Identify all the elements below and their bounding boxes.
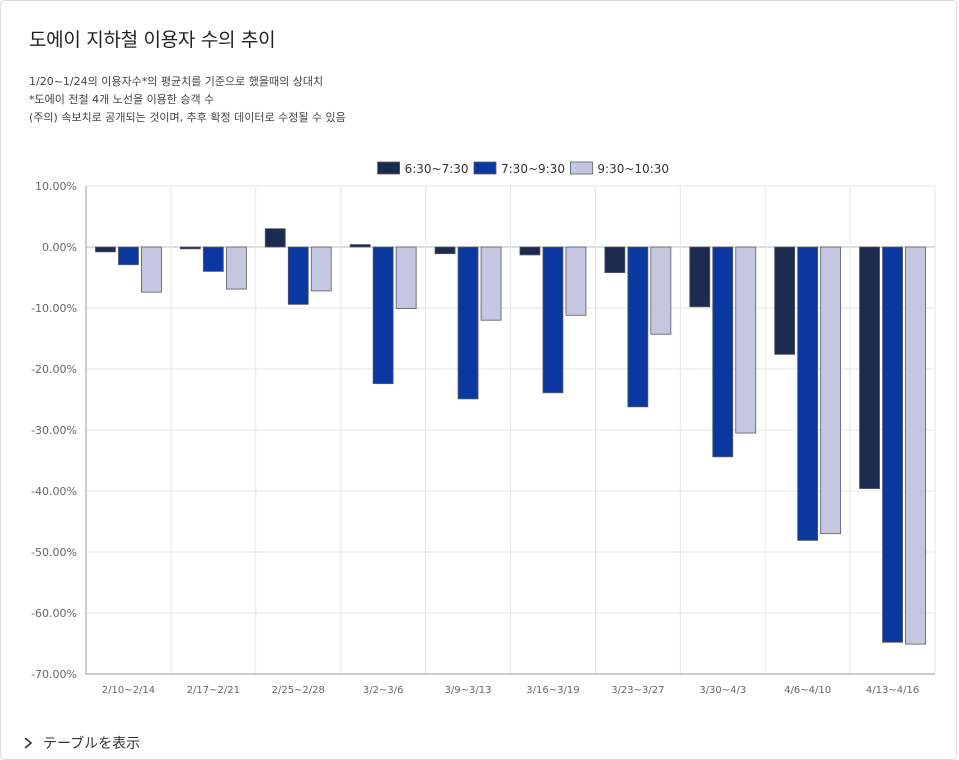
bar (627, 246, 649, 408)
bar (480, 246, 502, 321)
x-tick-label: 3/2~3/6 (363, 685, 404, 696)
bar (797, 246, 819, 541)
x-tick-label: 3/23~3/27 (611, 685, 664, 696)
bar (434, 246, 456, 255)
x-tick-label: 3/9~3/13 (445, 685, 492, 696)
bar (774, 246, 796, 355)
x-tick-label: 4/6~4/10 (784, 685, 831, 696)
chevron-right-icon (24, 737, 33, 749)
bar (141, 246, 162, 293)
bar (395, 246, 417, 310)
bar (95, 246, 116, 253)
chart-title: 도에이 지하철 이용자 수의 추이 (29, 29, 276, 51)
bar (689, 246, 711, 308)
note-line-3: (주의) 속보치로 공개되는 것이며, 추후 확정 데이터로 수정될 수 있음 (29, 111, 346, 124)
legend-swatch (570, 161, 593, 175)
chart-notes: 1/20~1/24의 이용자수*의 평균치를 기준으로 했을때의 상대치 *도에… (29, 73, 346, 127)
y-tick-label: -10.00% (31, 302, 77, 315)
bar (202, 246, 224, 272)
y-tick-label: 0.00% (42, 241, 77, 254)
legend-label: 9:30~10:30 (597, 162, 669, 176)
y-tick-label: -50.00% (31, 546, 77, 559)
bar (542, 246, 564, 394)
note-line-2: *도에이 전철 4개 노선을 이용한 승객 수 (29, 93, 215, 106)
bar (519, 246, 541, 256)
legend-swatch (473, 161, 497, 175)
bar (712, 246, 734, 458)
bar (179, 246, 201, 250)
note-line-1: 1/20~1/24의 이용자수*의 평균치를 기준으로 했을때의 상대치 (29, 75, 324, 88)
x-tick-label: 2/17~2/21 (187, 685, 240, 696)
bar (264, 228, 286, 248)
y-tick-label: -60.00% (31, 607, 77, 620)
bar (650, 246, 672, 335)
bar (225, 246, 247, 290)
bar (859, 246, 880, 489)
bar (882, 246, 903, 643)
legend-label: 6:30~7:30 (405, 162, 469, 176)
y-tick-label: -20.00% (31, 363, 77, 376)
legend-swatch (377, 161, 401, 175)
x-tick-label: 4/13~4/16 (866, 685, 919, 696)
bar (310, 246, 332, 292)
show-table-label: テーブルを表示 (43, 736, 141, 752)
bar (118, 246, 139, 266)
bar (287, 246, 309, 305)
y-tick-label: -40.00% (31, 485, 77, 498)
bar (349, 244, 371, 248)
x-tick-label: 2/25~2/28 (272, 685, 325, 696)
x-tick-label: 3/16~3/19 (526, 685, 579, 696)
bar (565, 246, 587, 316)
y-tick-label: 10.00% (35, 180, 77, 193)
legend-label: 7:30~9:30 (501, 162, 565, 176)
bar (457, 246, 479, 400)
bar (820, 246, 842, 535)
y-tick-label: -30.00% (31, 424, 77, 437)
show-table-toggle[interactable]: テーブルを表示 (23, 733, 140, 753)
bar (735, 246, 757, 434)
x-tick-label: 3/30~4/3 (699, 685, 746, 696)
x-tick-label: 2/10~2/14 (102, 685, 155, 696)
bar (905, 246, 926, 645)
bar (604, 246, 626, 274)
bar-chart: 10.00% 0.00% -10.00% -20.00% -30.00% -40.00% -… (31, 161, 936, 696)
y-tick-label: -70.00% (31, 668, 77, 681)
bar (372, 246, 394, 385)
